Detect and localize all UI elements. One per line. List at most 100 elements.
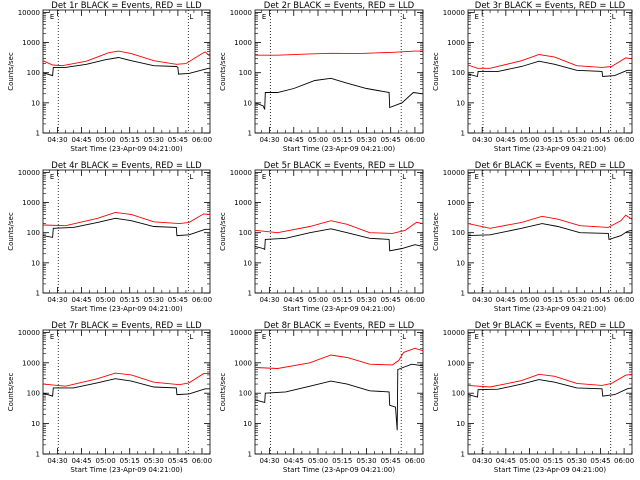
x-tick-label: 05:45 xyxy=(590,457,610,465)
chart-panel-6: Det 6r BLACK = Events, RED = LLD 1 10 100 10… xyxy=(432,161,634,313)
y-tick-label: 10000 xyxy=(18,169,40,177)
chart-title: Det 3r BLACK = Events, RED = LLD xyxy=(475,1,626,11)
x-tick-label: 04:30 xyxy=(47,136,67,144)
x-tick-label: 05:15 xyxy=(332,136,352,144)
plot-frame xyxy=(467,9,633,134)
x-tick-label: 05:00 xyxy=(96,296,116,304)
chart-title: Det 6r BLACK = Events, RED = LLD xyxy=(475,161,626,171)
y-tick-label: 10 xyxy=(456,99,465,107)
chart-title: Det 1r BLACK = Events, RED = LLD xyxy=(51,1,202,11)
y-tick-label: 10000 xyxy=(18,329,40,337)
y-axis-label: Counts/sec xyxy=(219,212,227,251)
x-tick-label: 05:30 xyxy=(567,457,587,465)
plot-frame xyxy=(467,329,633,455)
plot-frame xyxy=(42,169,211,294)
marker-L-label: L xyxy=(612,13,616,21)
chart-panel-5: Det 5r BLACK = Events, RED = LLD 1 10 100 10… xyxy=(219,161,425,313)
x-tick-label: 06:00 xyxy=(405,136,425,144)
x-tick-label: 06:00 xyxy=(614,457,634,465)
events-series-line xyxy=(42,217,210,238)
chart-panel-3: Det 3r BLACK = Events, RED = LLD 1 10 100 10… xyxy=(432,1,634,153)
y-tick-label: 1000 xyxy=(22,39,40,47)
x-tick-label: 04:30 xyxy=(472,136,492,144)
y-tick-label: 1000 xyxy=(234,39,252,47)
y-tick-label: 1000 xyxy=(22,199,40,207)
y-tick-label: 1000 xyxy=(447,359,465,367)
marker-E-label: E xyxy=(475,333,479,341)
y-tick-label: 1 xyxy=(36,290,40,298)
x-axis-label: Start Time (23-Apr-09 04:21:00) xyxy=(494,466,606,474)
chart-panel-7: Det 7r BLACK = Events, RED = LLD 1 10 100 10… xyxy=(7,321,212,474)
y-tick-label: 1000 xyxy=(447,39,465,47)
x-tick-label: 04:45 xyxy=(71,136,91,144)
x-tick-label: 04:45 xyxy=(284,136,304,144)
x-tick-label: 05:15 xyxy=(332,457,352,465)
x-tick-label: 06:00 xyxy=(405,296,425,304)
y-axis-label: Counts/sec xyxy=(219,52,227,91)
x-tick-label: 04:30 xyxy=(259,136,279,144)
marker-E-label: E xyxy=(50,333,54,341)
x-tick-label: 05:15 xyxy=(543,136,563,144)
y-axis-label: Counts/sec xyxy=(432,212,440,251)
marker-L-label: L xyxy=(189,13,193,21)
x-tick-label: 05:00 xyxy=(519,296,539,304)
x-tick-label: 04:30 xyxy=(259,296,279,304)
x-tick-label: 04:30 xyxy=(259,457,279,465)
marker-E-label: E xyxy=(475,13,479,21)
x-tick-label: 06:00 xyxy=(192,296,212,304)
x-tick-label: 06:00 xyxy=(614,296,634,304)
x-axis-label: Start Time (23-Apr-09 04:21:00) xyxy=(70,466,182,474)
plot-frame xyxy=(254,9,424,134)
x-tick-label: 05:30 xyxy=(356,136,376,144)
x-tick-label: 05:45 xyxy=(168,457,188,465)
y-tick-label: 10 xyxy=(31,259,40,267)
plot-frame xyxy=(42,329,211,455)
plot-frame xyxy=(254,329,424,455)
x-tick-label: 05:00 xyxy=(96,136,116,144)
x-axis-label: Start Time (23-Apr-09 04:21:00) xyxy=(283,466,395,474)
x-tick-label: 05:30 xyxy=(567,296,587,304)
x-tick-label: 04:45 xyxy=(284,296,304,304)
y-tick-label: 100 xyxy=(27,69,40,77)
marker-L-label: L xyxy=(189,333,193,341)
x-tick-label: 06:00 xyxy=(405,457,425,465)
y-tick-label: 100 xyxy=(452,229,465,237)
x-tick-label: 05:00 xyxy=(519,136,539,144)
x-tick-label: 04:45 xyxy=(496,136,516,144)
x-tick-label: 04:45 xyxy=(71,457,91,465)
y-tick-label: 1000 xyxy=(22,359,40,367)
y-axis-label: Counts/sec xyxy=(432,373,440,412)
y-tick-label: 10000 xyxy=(18,9,40,17)
y-tick-label: 10 xyxy=(31,420,40,428)
x-tick-label: 05:45 xyxy=(168,296,188,304)
x-tick-label: 04:30 xyxy=(472,457,492,465)
y-tick-label: 10000 xyxy=(443,169,465,177)
x-tick-label: 05:15 xyxy=(120,136,140,144)
x-tick-label: 05:15 xyxy=(120,296,140,304)
lld-series-line xyxy=(467,54,633,69)
marker-L-label: L xyxy=(402,13,406,21)
y-tick-label: 10 xyxy=(456,420,465,428)
y-tick-label: 1000 xyxy=(234,359,252,367)
chart-title: Det 8r BLACK = Events, RED = LLD xyxy=(264,321,415,331)
y-tick-label: 100 xyxy=(239,69,252,77)
x-tick-label: 04:30 xyxy=(472,296,492,304)
x-tick-label: 05:00 xyxy=(308,457,328,465)
x-tick-label: 06:00 xyxy=(192,136,212,144)
y-tick-label: 1 xyxy=(248,290,252,298)
chart-title: Det 4r BLACK = Events, RED = LLD xyxy=(51,161,202,171)
y-axis-label: Counts/sec xyxy=(7,373,15,412)
x-tick-label: 05:30 xyxy=(144,296,164,304)
y-axis-label: Counts/sec xyxy=(432,52,440,91)
y-tick-label: 1 xyxy=(248,451,252,459)
x-tick-label: 05:00 xyxy=(308,296,328,304)
chart-title: Det 9r BLACK = Events, RED = LLD xyxy=(475,321,626,331)
x-tick-label: 05:45 xyxy=(381,457,401,465)
y-tick-label: 10000 xyxy=(443,9,465,17)
x-tick-label: 05:00 xyxy=(308,136,328,144)
y-tick-label: 1000 xyxy=(447,199,465,207)
y-tick-label: 10 xyxy=(243,259,252,267)
x-tick-label: 04:45 xyxy=(284,457,304,465)
marker-E-label: E xyxy=(475,173,479,181)
chart-title: Det 2r BLACK = Events, RED = LLD xyxy=(264,1,415,11)
